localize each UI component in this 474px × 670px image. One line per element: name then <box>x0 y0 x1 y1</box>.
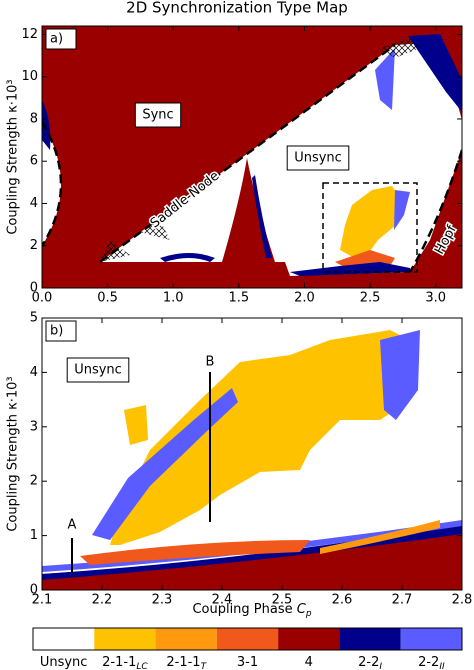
annotation: Unsync <box>294 151 342 166</box>
y-tick-label: 4 <box>30 365 38 380</box>
colorbar-label: 4 <box>305 655 313 670</box>
colorbar-label: 3-1 <box>237 655 258 670</box>
plot-frame <box>41 317 463 591</box>
plot-frame <box>41 25 463 289</box>
y-axis-label: Coupling Strength κ·10³ <box>6 376 21 531</box>
region <box>42 524 462 580</box>
region <box>320 520 440 554</box>
x-label-text: Coupling Phase <box>192 602 292 617</box>
boundary-left <box>42 121 63 247</box>
colorbar-label: 2-1-1LC <box>102 655 148 670</box>
y-axis-label: Coupling Strength κ·10³ <box>6 79 21 234</box>
region <box>252 175 272 258</box>
colorbar-frame <box>32 627 463 651</box>
colorbar-swatch <box>216 628 279 650</box>
y-tick-label: 2 <box>30 238 38 253</box>
x-tick-label: 2.8 <box>452 593 473 608</box>
panel-label-box <box>45 320 77 342</box>
x-tick-label: 2.4 <box>212 593 233 608</box>
x-tick-label: 2.1 <box>32 593 53 608</box>
region <box>160 253 215 262</box>
x-tick-label: 1.0 <box>163 291 184 306</box>
y-tick-label: 8 <box>30 111 38 126</box>
colorbar-swatch <box>400 628 462 650</box>
colorbar-label-text: 2-1-1 <box>102 655 136 670</box>
region <box>80 540 310 565</box>
annotation-box <box>134 102 182 128</box>
panel-label-box <box>45 28 77 50</box>
annotation: B <box>206 355 215 370</box>
region <box>92 388 238 540</box>
region <box>375 48 395 110</box>
colorbar-label-subscript: II <box>439 662 445 670</box>
annotation: Unsync <box>74 363 122 378</box>
colorbar-label-text: 2-2 <box>358 655 379 670</box>
y-tick-label: 12 <box>21 27 38 42</box>
x-tick-label: 2.7 <box>392 593 413 608</box>
x-tick-label: 0.0 <box>32 291 53 306</box>
x-label-subscript: p <box>305 609 312 619</box>
y-tick-label: 0 <box>30 281 38 296</box>
y-tick-label: 0 <box>30 583 38 598</box>
colorbar-swatch <box>33 628 95 650</box>
x-tick-label: 2.5 <box>272 593 293 608</box>
x-tick-label: 2.2 <box>92 593 113 608</box>
x-tick-label: 2.3 <box>152 593 173 608</box>
annotation-box <box>66 357 130 383</box>
region <box>394 190 410 230</box>
region <box>380 330 420 420</box>
saddle-node-line <box>99 43 396 264</box>
y-tick-label: 2 <box>30 474 38 489</box>
x-axis-label: Coupling Phase Cp <box>192 602 311 619</box>
y-tick-label: 5 <box>30 311 38 326</box>
colorbar-label-subscript: T <box>201 662 208 670</box>
zoom-box <box>322 182 418 273</box>
x-tick-label: 2.5 <box>360 291 381 306</box>
region <box>42 100 51 150</box>
y-tick-label: 10 <box>21 69 38 84</box>
colorbar-label-text: Unsync <box>40 655 88 670</box>
region <box>110 330 410 545</box>
region <box>42 122 61 246</box>
colorbar-label-text: 2-1-1 <box>166 655 200 670</box>
colorbar-swatch <box>339 628 401 650</box>
region <box>408 34 462 112</box>
region <box>124 405 148 445</box>
colorbar-swatch <box>155 628 217 650</box>
annotation: Sync <box>142 108 173 123</box>
colorbar-label-subscript: I <box>379 662 382 670</box>
plot-area <box>42 318 462 590</box>
colorbar-swatch <box>94 628 156 650</box>
colorbar-label: 2-2I <box>358 655 382 670</box>
colorbar-label-text: 2-2 <box>418 655 439 670</box>
region <box>340 186 402 262</box>
panel-label: a) <box>50 32 63 47</box>
chart-title: 2D Synchronization Type Map <box>126 0 348 17</box>
y-tick-label: 6 <box>30 154 38 169</box>
colorbar-label: 2-2II <box>418 655 445 670</box>
colorbar-label-text: 4 <box>305 655 313 670</box>
colorbar-label: Unsync <box>40 655 88 670</box>
y-tick-label: 1 <box>30 528 38 543</box>
x-tick-label: 3.0 <box>425 291 446 306</box>
x-tick-label: 2.6 <box>332 593 353 608</box>
x-tick-label: 1.5 <box>229 291 250 306</box>
y-tick-label: 4 <box>30 196 38 211</box>
annotation: A <box>68 518 77 533</box>
x-tick-label: 0.5 <box>97 291 118 306</box>
x-label-symbol: C <box>297 602 307 617</box>
panel-label: b) <box>50 324 63 339</box>
colorbar-swatch <box>278 628 340 650</box>
annotation-box <box>286 145 350 171</box>
y-tick-label: 3 <box>30 419 38 434</box>
plot-area <box>42 26 462 288</box>
colorbar-label: 2-1-1T <box>166 655 207 670</box>
x-tick-label: 2.0 <box>294 291 315 306</box>
colorbar-label-text: 3-1 <box>237 655 258 670</box>
colorbar-label-subscript: LC <box>136 662 148 670</box>
